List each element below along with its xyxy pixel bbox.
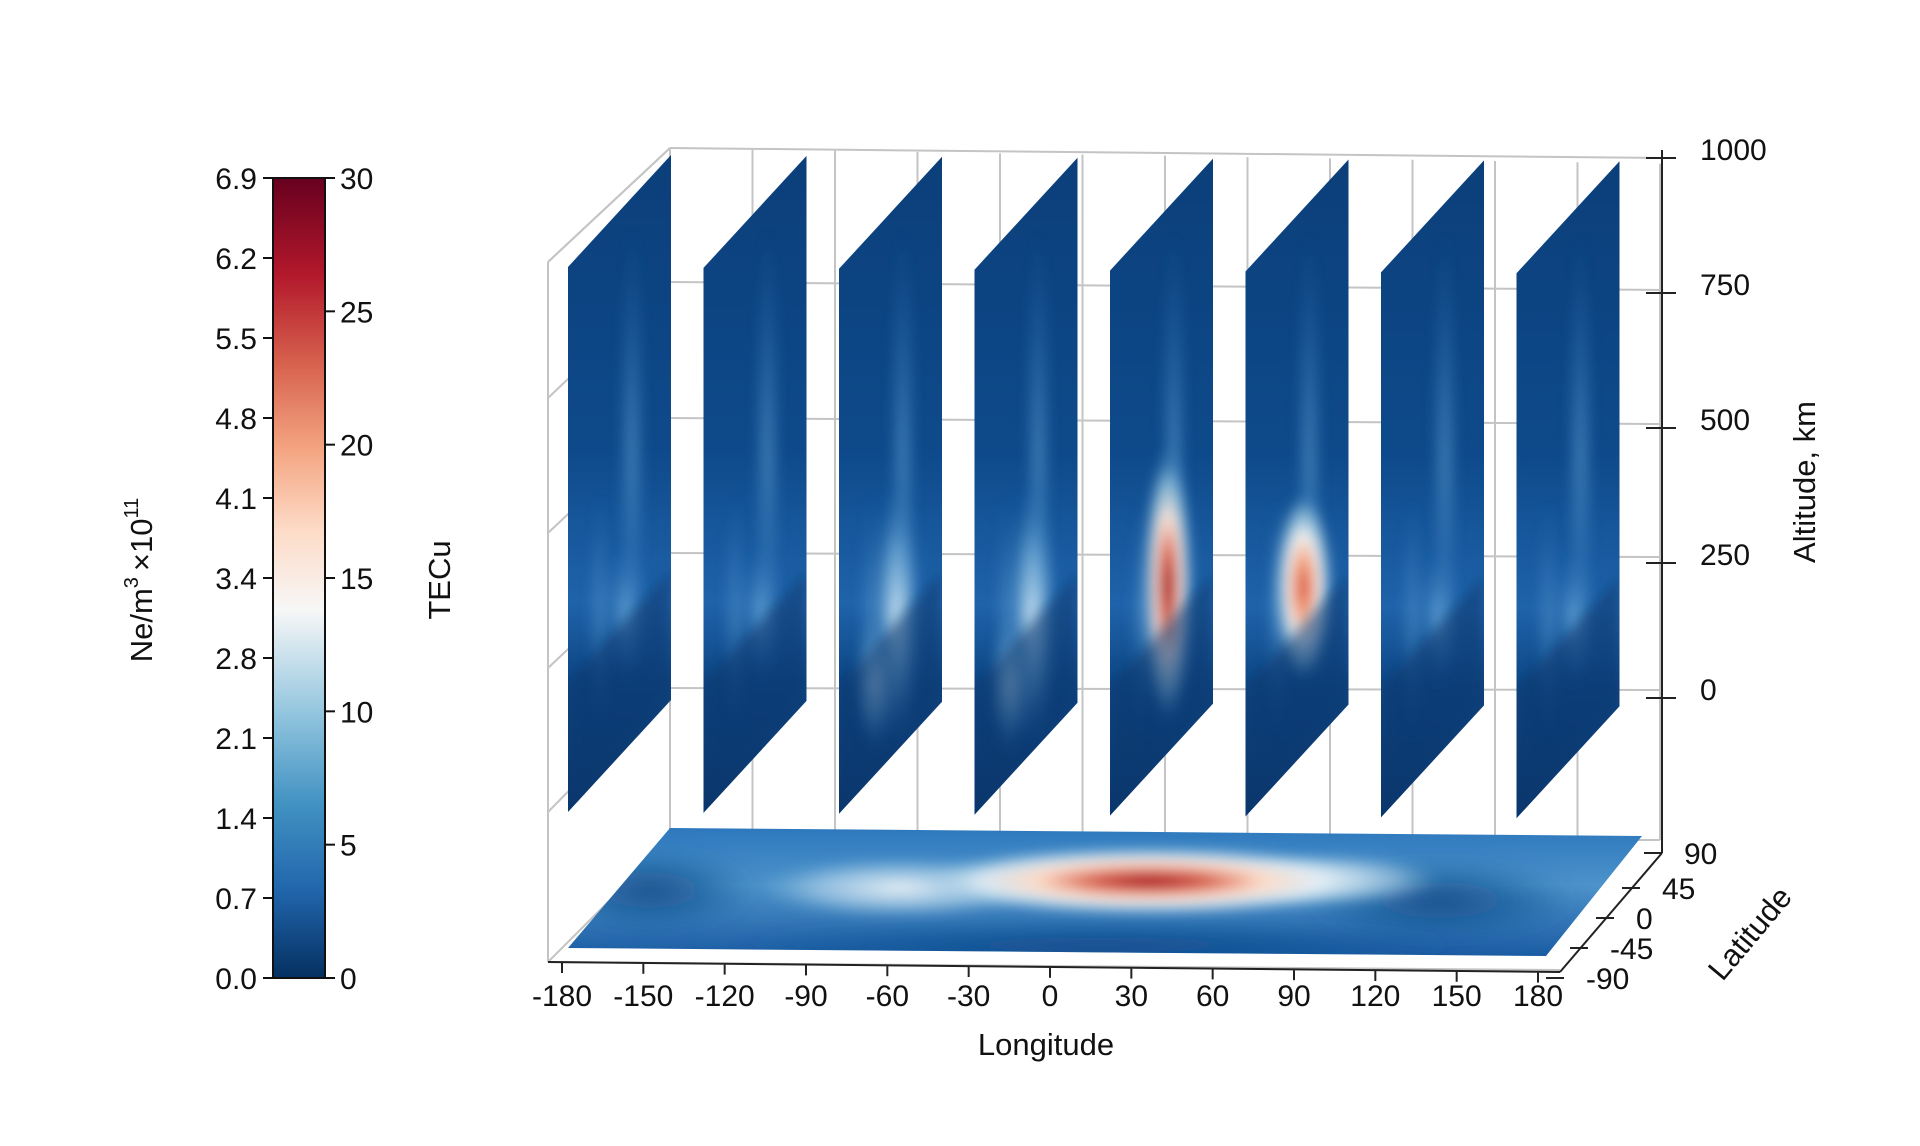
slice-lon-0 — [1110, 158, 1213, 816]
x-axis-label: Longitude — [978, 1027, 1114, 1062]
colorbar-ne-tick-labels: 6.9 6.2 5.5 4.8 4.1 3.4 2.8 2.1 1.4 0.7 0.0 — [215, 163, 273, 996]
x-tick-label: 60 — [1196, 980, 1229, 1013]
x-tick-label: 120 — [1350, 980, 1400, 1013]
y-tick-label: 90 — [1684, 838, 1717, 871]
z-tick-label: 500 — [1700, 404, 1750, 437]
colorbar-ne-label: Ne/m3 ×1011 — [121, 498, 159, 663]
axes — [547, 150, 1663, 973]
x-tick-label: 180 — [1513, 980, 1563, 1013]
x-tick-label: -60 — [866, 980, 909, 1013]
colorbar-tec-label: TECu — [422, 540, 457, 619]
ne-tick-label: 0.0 — [215, 963, 257, 996]
y-tick-label: -45 — [1610, 933, 1653, 966]
ne-label-mult: ×10 — [124, 518, 159, 571]
z-tick-label: 0 — [1700, 674, 1717, 707]
slice-lon-90 — [1381, 160, 1484, 818]
x-tick-label: -90 — [784, 980, 827, 1013]
x-tick-label: 30 — [1115, 980, 1148, 1013]
ne-tick-label: 1.4 — [215, 803, 257, 836]
altitude-slices — [568, 155, 1620, 819]
slice-lon--135 — [703, 155, 807, 813]
ne-tick-label: 4.1 — [215, 483, 257, 516]
y-axis-label: Latitude — [1701, 880, 1799, 987]
z-tick-label: 1000 — [1700, 134, 1767, 167]
z-tick-label: 750 — [1700, 269, 1750, 302]
y-tick-label: -90 — [1586, 963, 1629, 996]
ne-tick-label: 2.1 — [215, 723, 257, 756]
y-tick-label: 45 — [1662, 873, 1695, 906]
slice-lon--180 — [568, 155, 671, 812]
tec-tick-label: 30 — [340, 163, 373, 196]
ne-label-base: Ne/m — [124, 588, 159, 662]
x-tick-label: 90 — [1277, 980, 1310, 1013]
colorbar-tec-tick-labels: 30 25 20 15 10 5 0 — [325, 163, 373, 996]
z-axis-tick-labels: 1000 750 500 250 0 — [1646, 134, 1767, 707]
tec-tick-label: 15 — [340, 563, 373, 596]
tec-tick-label: 25 — [340, 296, 373, 329]
tec-map-peak — [920, 847, 1380, 915]
y-tick-label: 0 — [1636, 903, 1653, 936]
tec-tick-label: 5 — [340, 830, 357, 863]
ne-tick-label: 5.5 — [215, 323, 257, 356]
x-axis-tick-labels: -180 -150 -120 -90 -60 -30 0 30 60 90 120 150 180 — [532, 963, 1563, 1013]
x-tick-label: -120 — [695, 980, 755, 1013]
colorbar-gradient — [272, 177, 326, 979]
tec-map-plane — [568, 828, 1642, 956]
ne-label-exp: 3 — [121, 577, 143, 588]
x-tick-label: -150 — [613, 980, 673, 1013]
tec-tick-label: 0 — [340, 963, 357, 996]
colorbar: 6.96.25.54.84.13.42.82.11.40.70.0 302520… — [121, 163, 457, 996]
ne-tick-label: 0.7 — [215, 883, 257, 916]
z-axis-label: Altitude, km — [1787, 401, 1822, 563]
ne-tick-label: 6.9 — [215, 163, 257, 196]
ne-tick-label: 2.8 — [215, 643, 257, 676]
tec-tick-label: 20 — [340, 430, 373, 463]
ne-tick-label: 6.2 — [215, 243, 257, 276]
x-tick-label: 0 — [1042, 980, 1059, 1013]
slice-lon-45 — [1245, 159, 1349, 817]
ne-tick-label: 4.8 — [215, 403, 257, 436]
slice-lon-135 — [1516, 161, 1620, 819]
z-tick-label: 250 — [1700, 539, 1750, 572]
x-tick-label: -30 — [947, 980, 990, 1013]
ne-label-pow: 11 — [121, 498, 143, 519]
ne-tick-label: 3.4 — [215, 563, 257, 596]
slice-lon--45 — [974, 157, 1078, 815]
slice-lon--90 — [839, 156, 942, 814]
svg-text:Ne/m3×1011: Ne/m3 ×1011 — [121, 498, 159, 663]
x-tick-label: -180 — [532, 980, 592, 1013]
tec-tick-label: 10 — [340, 696, 373, 729]
x-tick-label: 150 — [1432, 980, 1482, 1013]
